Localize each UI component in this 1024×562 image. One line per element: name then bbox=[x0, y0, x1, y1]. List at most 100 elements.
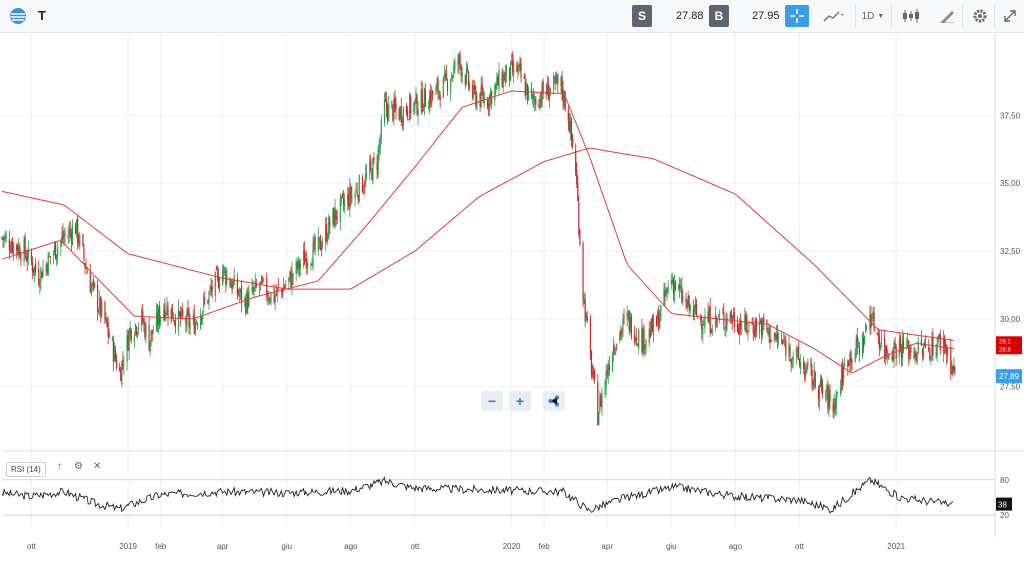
candle-body bbox=[695, 303, 698, 316]
candle-body bbox=[935, 352, 937, 356]
candle-body bbox=[218, 284, 221, 286]
candle-body bbox=[120, 371, 122, 382]
candle-body bbox=[112, 339, 114, 363]
candle-body bbox=[107, 322, 109, 336]
candle-body bbox=[317, 236, 319, 251]
candle-body bbox=[503, 73, 505, 81]
zoom-out-button[interactable]: − bbox=[481, 391, 503, 411]
drawing-tools-button[interactable] bbox=[934, 5, 960, 27]
candle-body bbox=[210, 286, 212, 290]
candle-body bbox=[302, 250, 305, 262]
candle-body bbox=[458, 53, 460, 66]
candle-body bbox=[616, 344, 618, 351]
candle-body bbox=[332, 208, 334, 225]
candle-body bbox=[527, 86, 530, 98]
candle-body bbox=[24, 237, 26, 255]
share-button[interactable] bbox=[543, 391, 565, 411]
candle-body bbox=[130, 329, 132, 341]
candle-body bbox=[307, 263, 309, 266]
candle-body bbox=[578, 202, 580, 235]
indicator-settings-icon[interactable]: ⚙ bbox=[74, 461, 83, 472]
sell-button[interactable]: S bbox=[632, 5, 652, 27]
candle-body bbox=[792, 357, 794, 360]
candle-body bbox=[268, 297, 270, 300]
candle-body bbox=[736, 322, 739, 332]
chart-type-button[interactable] bbox=[818, 5, 850, 27]
candle-body bbox=[652, 315, 655, 336]
candle-body bbox=[57, 246, 59, 256]
remove-indicator-icon[interactable]: ✕ bbox=[93, 461, 102, 472]
move-up-icon[interactable]: ↑ bbox=[57, 461, 62, 472]
candle-body bbox=[825, 394, 827, 397]
candle-body bbox=[740, 320, 742, 329]
candle-body bbox=[856, 335, 858, 348]
candle-body bbox=[187, 307, 189, 315]
candle-body bbox=[762, 318, 764, 334]
candle-body bbox=[108, 332, 110, 338]
timeframe-dropdown[interactable]: 1D ▼ bbox=[860, 5, 886, 27]
candle-body bbox=[568, 121, 570, 133]
candle-body bbox=[170, 308, 172, 323]
candle-body bbox=[834, 402, 836, 410]
candle-body bbox=[160, 316, 162, 323]
candle-body bbox=[401, 119, 403, 123]
candle-body bbox=[709, 306, 711, 333]
x-tick-label: 2020 bbox=[503, 542, 521, 551]
candle-body bbox=[704, 315, 706, 329]
buy-button[interactable]: B bbox=[709, 5, 729, 27]
candle-body bbox=[402, 108, 404, 126]
candle-body bbox=[422, 109, 424, 111]
candle-body bbox=[18, 245, 20, 255]
candle-body bbox=[33, 266, 36, 273]
candle-body bbox=[687, 296, 689, 306]
crosshair-button[interactable] bbox=[785, 5, 809, 27]
candle-body bbox=[171, 304, 173, 319]
candle-body bbox=[844, 363, 846, 365]
candle-body bbox=[877, 333, 879, 337]
candle-body bbox=[604, 382, 606, 395]
candle-body bbox=[850, 351, 852, 363]
candle-body bbox=[525, 86, 527, 94]
candle-body bbox=[822, 386, 824, 394]
instrument-symbol: T bbox=[38, 8, 46, 23]
candle-body bbox=[601, 393, 603, 410]
toolbar-divider bbox=[855, 4, 856, 28]
candle-body bbox=[829, 389, 831, 402]
candle-body bbox=[328, 217, 330, 239]
candle-body bbox=[452, 75, 454, 78]
fullscreen-button[interactable] bbox=[998, 5, 1022, 27]
candle-body bbox=[392, 105, 394, 120]
candle-body bbox=[626, 312, 628, 319]
candle-body bbox=[943, 336, 946, 348]
candle-body bbox=[730, 310, 732, 320]
y-tick-label: 35,00 bbox=[1000, 179, 1021, 188]
candle-body bbox=[329, 221, 331, 227]
candle-body bbox=[843, 366, 845, 382]
candle-body bbox=[534, 100, 536, 103]
candle-body bbox=[849, 352, 851, 366]
candle-body bbox=[873, 312, 875, 331]
rsi-indicator-label[interactable]: RSI (14) bbox=[6, 462, 46, 477]
candle-body bbox=[445, 73, 448, 79]
candle-body bbox=[600, 395, 602, 407]
share-icon bbox=[548, 395, 559, 407]
candle-body bbox=[619, 332, 621, 341]
candle-type-button[interactable] bbox=[896, 5, 928, 27]
candle-body bbox=[768, 326, 770, 335]
candle-body bbox=[598, 413, 600, 426]
candle-body bbox=[269, 300, 271, 302]
candle-body bbox=[752, 326, 754, 334]
settings-button[interactable] bbox=[968, 5, 992, 27]
zoom-in-button[interactable]: + bbox=[509, 391, 531, 411]
candle-body bbox=[906, 345, 908, 348]
candle-body bbox=[952, 366, 954, 370]
x-tick-label: ago bbox=[344, 542, 358, 551]
candle-body bbox=[947, 348, 949, 357]
candle-body bbox=[292, 274, 294, 277]
candle-body bbox=[895, 346, 897, 359]
candle-body bbox=[729, 313, 731, 321]
candle-body bbox=[196, 324, 199, 326]
candle-body bbox=[776, 333, 779, 340]
candle-body bbox=[694, 304, 697, 307]
